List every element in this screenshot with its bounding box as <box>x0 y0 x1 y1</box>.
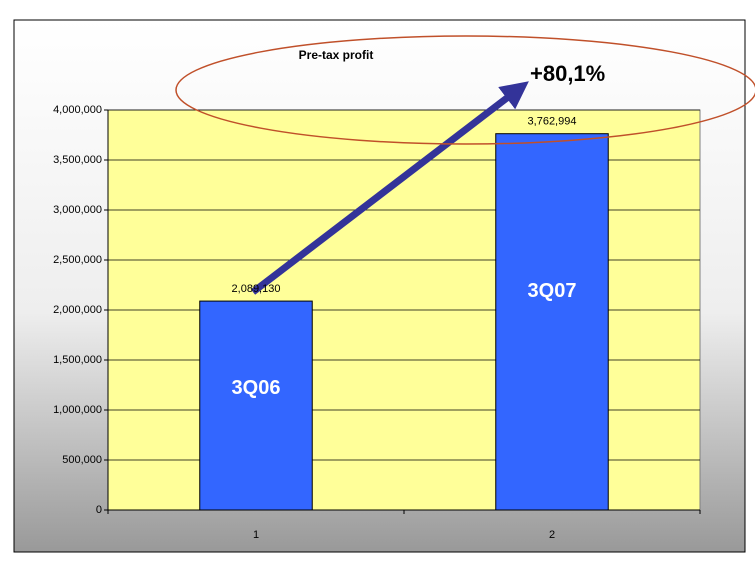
y-tick-label: 500,000 <box>62 454 102 466</box>
y-tick-label: 3,000,000 <box>53 204 102 216</box>
arrow <box>250 81 529 295</box>
y-tick-label: 2,000,000 <box>53 304 102 316</box>
y-tick-label: 1,500,000 <box>53 354 102 366</box>
bar <box>199 300 313 511</box>
y-tick-label: 1,000,000 <box>53 404 102 416</box>
value-label: 2,089,130 <box>232 283 281 295</box>
y-tick-label: 4,000,000 <box>53 104 102 116</box>
annotation: +80,1% <box>530 61 605 86</box>
bar-label: 3Q06 <box>232 377 281 399</box>
y-tick-label: 2,500,000 <box>53 254 102 266</box>
y-tick-label: 3,500,000 <box>53 154 102 166</box>
x-tick-label: 2 <box>549 529 555 541</box>
y-tick-label: 0 <box>96 504 102 516</box>
bar-label: 3Q07 <box>528 280 577 302</box>
x-tick-label: 1 <box>253 529 259 541</box>
bar <box>495 133 609 511</box>
chart-title: Pre-tax profit <box>299 48 374 62</box>
highlight-ellipse <box>175 35 755 145</box>
value-label: 3,762,994 <box>528 116 577 128</box>
